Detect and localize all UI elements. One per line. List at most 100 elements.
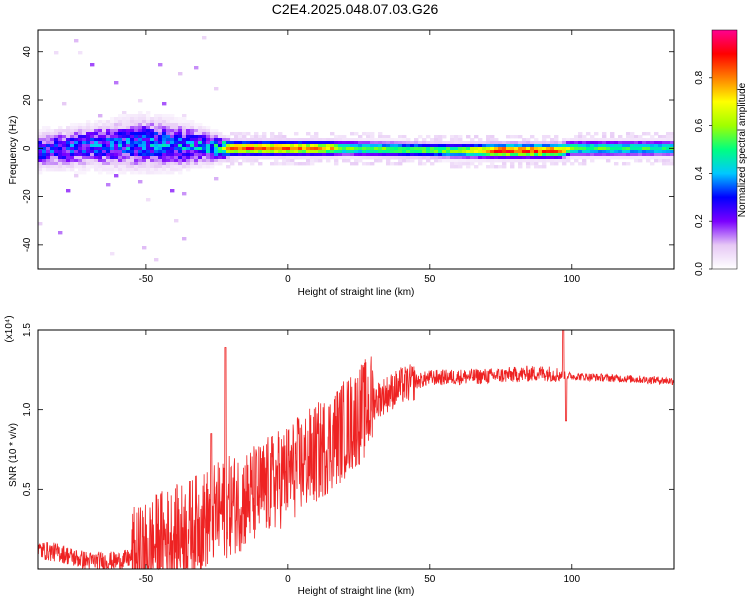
- spectrogram-cell: [434, 159, 439, 163]
- spectrogram-cell: [666, 153, 671, 157]
- spectrogram-cell: [666, 138, 671, 142]
- spectrogram-cell: [334, 138, 339, 142]
- spectrogram-cell: [382, 156, 387, 160]
- spectrogram-cell: [78, 147, 83, 151]
- spectrogram-cell: [154, 147, 159, 151]
- spectrogram-cell: [262, 144, 267, 148]
- spectrogram-cell: [398, 162, 403, 166]
- spectrogram-cell: [534, 138, 539, 142]
- spectrogram-cell: [606, 144, 611, 148]
- spectrogram-cell: [126, 126, 131, 130]
- spectrogram-cell: [534, 159, 539, 163]
- spectrogram-cell: [82, 147, 87, 151]
- spectrogram-cell: [234, 141, 239, 145]
- spectrogram-cell: [426, 153, 431, 157]
- spectrogram-cell: [230, 150, 235, 154]
- spectrogram-cell: [182, 141, 187, 145]
- spectrogram-cell: [234, 153, 239, 157]
- spectrogram-cell: [550, 156, 555, 160]
- spectrogram-cell: [590, 135, 595, 139]
- spectrogram-cell: [342, 156, 347, 160]
- spectrogram-cell: [90, 135, 95, 139]
- spectrogram-cell: [374, 144, 379, 148]
- spectrogram-cell: [462, 162, 467, 166]
- spectrogram-cell: [654, 150, 659, 154]
- spectrogram-cell: [134, 126, 139, 130]
- spectrogram-cell: [598, 150, 603, 154]
- spectrogram-cell: [230, 144, 235, 148]
- spectrogram-cell: [70, 138, 75, 142]
- spectrogram-cell: [574, 156, 579, 160]
- spectrogram-cell: [538, 156, 543, 160]
- spectrogram-cell: [294, 147, 299, 151]
- spectrogram-cell: [654, 147, 659, 151]
- spectrogram-cell: [354, 144, 359, 148]
- spectrogram-cell: [618, 156, 623, 160]
- spectrogram-cell: [574, 144, 579, 148]
- spectrogram-cell: [118, 114, 123, 118]
- spectrogram-cell: [462, 153, 467, 157]
- spectrogram-cell: [342, 138, 347, 142]
- spectrogram-cell: [122, 150, 127, 154]
- spectrogram-cell: [298, 156, 303, 160]
- spectrogram-cell: [70, 156, 75, 160]
- spectrogram-cell: [318, 153, 323, 157]
- spectrogram-cell: [206, 147, 211, 151]
- spectrogram-cell: [158, 150, 163, 154]
- spectrogram-cell: [154, 132, 159, 136]
- spectrogram-cell: [226, 159, 231, 163]
- spectrogram-cell: [142, 138, 147, 142]
- spectrogram-cell: [542, 159, 547, 163]
- spectrogram-cell: [186, 159, 191, 163]
- spectrogram-cell: [142, 171, 147, 175]
- spectrogram-cell: [90, 123, 95, 127]
- spectrogram-cell: [370, 132, 375, 136]
- spectrogram-cell: [482, 150, 487, 154]
- spectrogram-cell: [610, 153, 615, 157]
- spectrogram-cell: [374, 153, 379, 157]
- spectrogram-cell: [66, 153, 71, 157]
- spectrogram-cell: [502, 141, 507, 145]
- spectrogram-cell: [154, 114, 159, 118]
- spectrogram-cell: [106, 123, 111, 127]
- spectrogram-cell: [366, 141, 371, 145]
- spectrogram-cell: [254, 159, 259, 163]
- spectrogram-cell: [138, 132, 143, 136]
- spectrogram-cell: [122, 153, 127, 157]
- spectrogram-cell: [106, 183, 111, 187]
- spectrogram-cell: [438, 156, 443, 160]
- spectrogram-cell: [294, 153, 299, 157]
- spectrogram-cell: [550, 153, 555, 157]
- spectrogram-cell: [350, 150, 355, 154]
- spectrogram-cell: [554, 135, 559, 139]
- spectrogram-cell: [134, 141, 139, 145]
- spectrogram-cell: [162, 120, 167, 124]
- spectrogram-cell: [398, 150, 403, 154]
- spectrogram-cell: [530, 147, 535, 151]
- spectrogram-cell: [222, 138, 227, 142]
- spectrogram-cell: [314, 156, 319, 160]
- spectrogram-cell: [414, 147, 419, 151]
- spectrogram-cell: [150, 165, 155, 169]
- spectrogram-cell: [482, 159, 487, 163]
- spectrogram-cell: [418, 144, 423, 148]
- spectrogram-cell: [430, 144, 435, 148]
- spectrogram-cell: [254, 150, 259, 154]
- spectrogram-cell: [382, 144, 387, 148]
- spectrogram-cell: [642, 153, 647, 157]
- spectrogram-cell: [478, 162, 483, 166]
- spectrogram-cell: [114, 165, 119, 169]
- spectrogram-cell: [166, 144, 171, 148]
- spectrogram-cell: [254, 156, 259, 160]
- spectrogram-cell: [346, 147, 351, 151]
- spectrogram-cell: [214, 147, 219, 151]
- spectrogram-cell: [94, 150, 99, 154]
- spectrogram-cell: [610, 147, 615, 151]
- spectrogram-cell: [554, 147, 559, 151]
- spectrogram-cell: [74, 138, 79, 142]
- spectrogram-cell: [298, 144, 303, 148]
- spectrogram-cell: [658, 144, 663, 148]
- spectrogram-cell: [458, 150, 463, 154]
- spectrogram-cell: [50, 147, 55, 151]
- spectrogram-cell: [550, 162, 555, 166]
